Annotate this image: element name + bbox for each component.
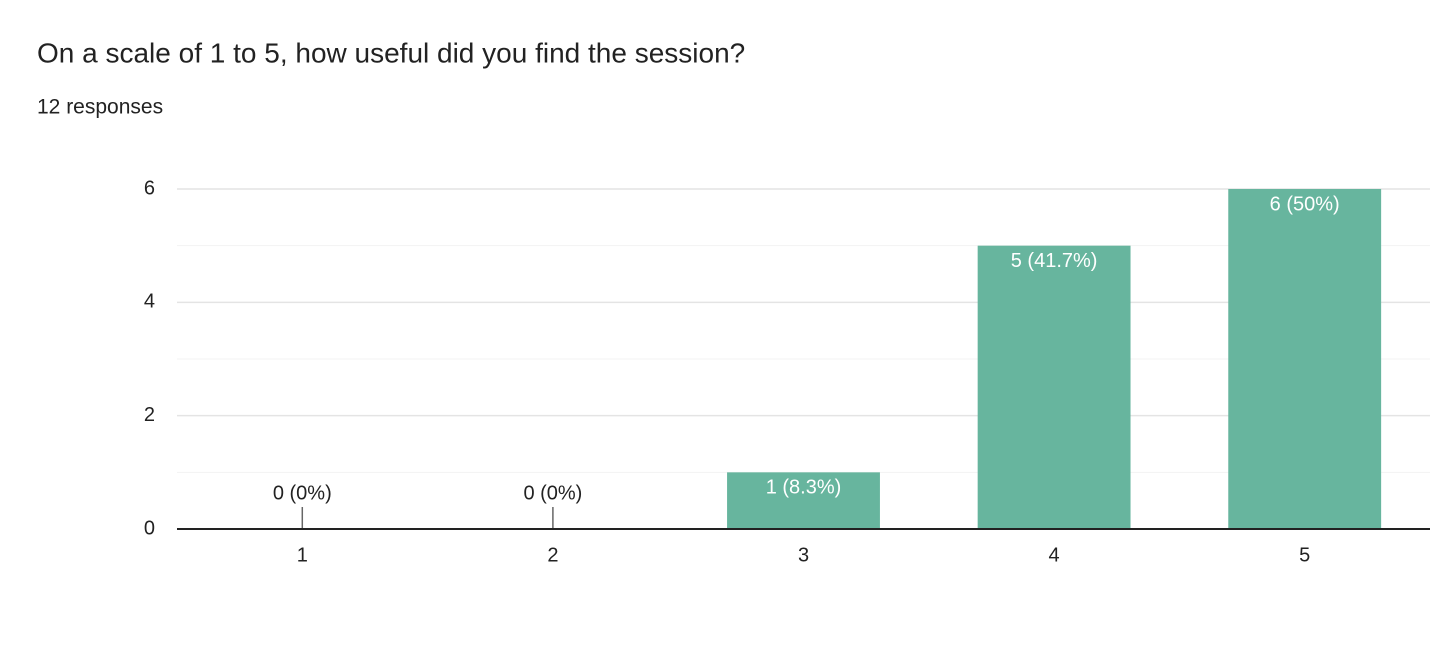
bar	[1228, 189, 1382, 529]
x-tick-label: 3	[798, 544, 809, 566]
value-label: 5 (41.7%)	[1011, 250, 1098, 272]
x-tick-label: 2	[547, 544, 558, 566]
y-tick-label: 6	[144, 177, 155, 199]
chart-subtitle: 12 responses	[37, 96, 163, 119]
value-label: 0 (0%)	[523, 482, 582, 504]
x-tick-label: 4	[1049, 544, 1060, 566]
x-tick-label: 5	[1299, 544, 1310, 566]
y-tick-label: 2	[144, 404, 155, 426]
y-tick-label: 4	[144, 291, 155, 313]
bar	[977, 245, 1131, 529]
value-label: 0 (0%)	[273, 482, 332, 504]
value-label: 1 (8.3%)	[766, 477, 842, 499]
x-tick-label: 1	[297, 544, 308, 566]
chart-title: On a scale of 1 to 5, how useful did you…	[37, 37, 745, 68]
value-label: 6 (50%)	[1270, 193, 1340, 215]
bar	[727, 472, 880, 529]
y-tick-label: 0	[144, 517, 155, 539]
